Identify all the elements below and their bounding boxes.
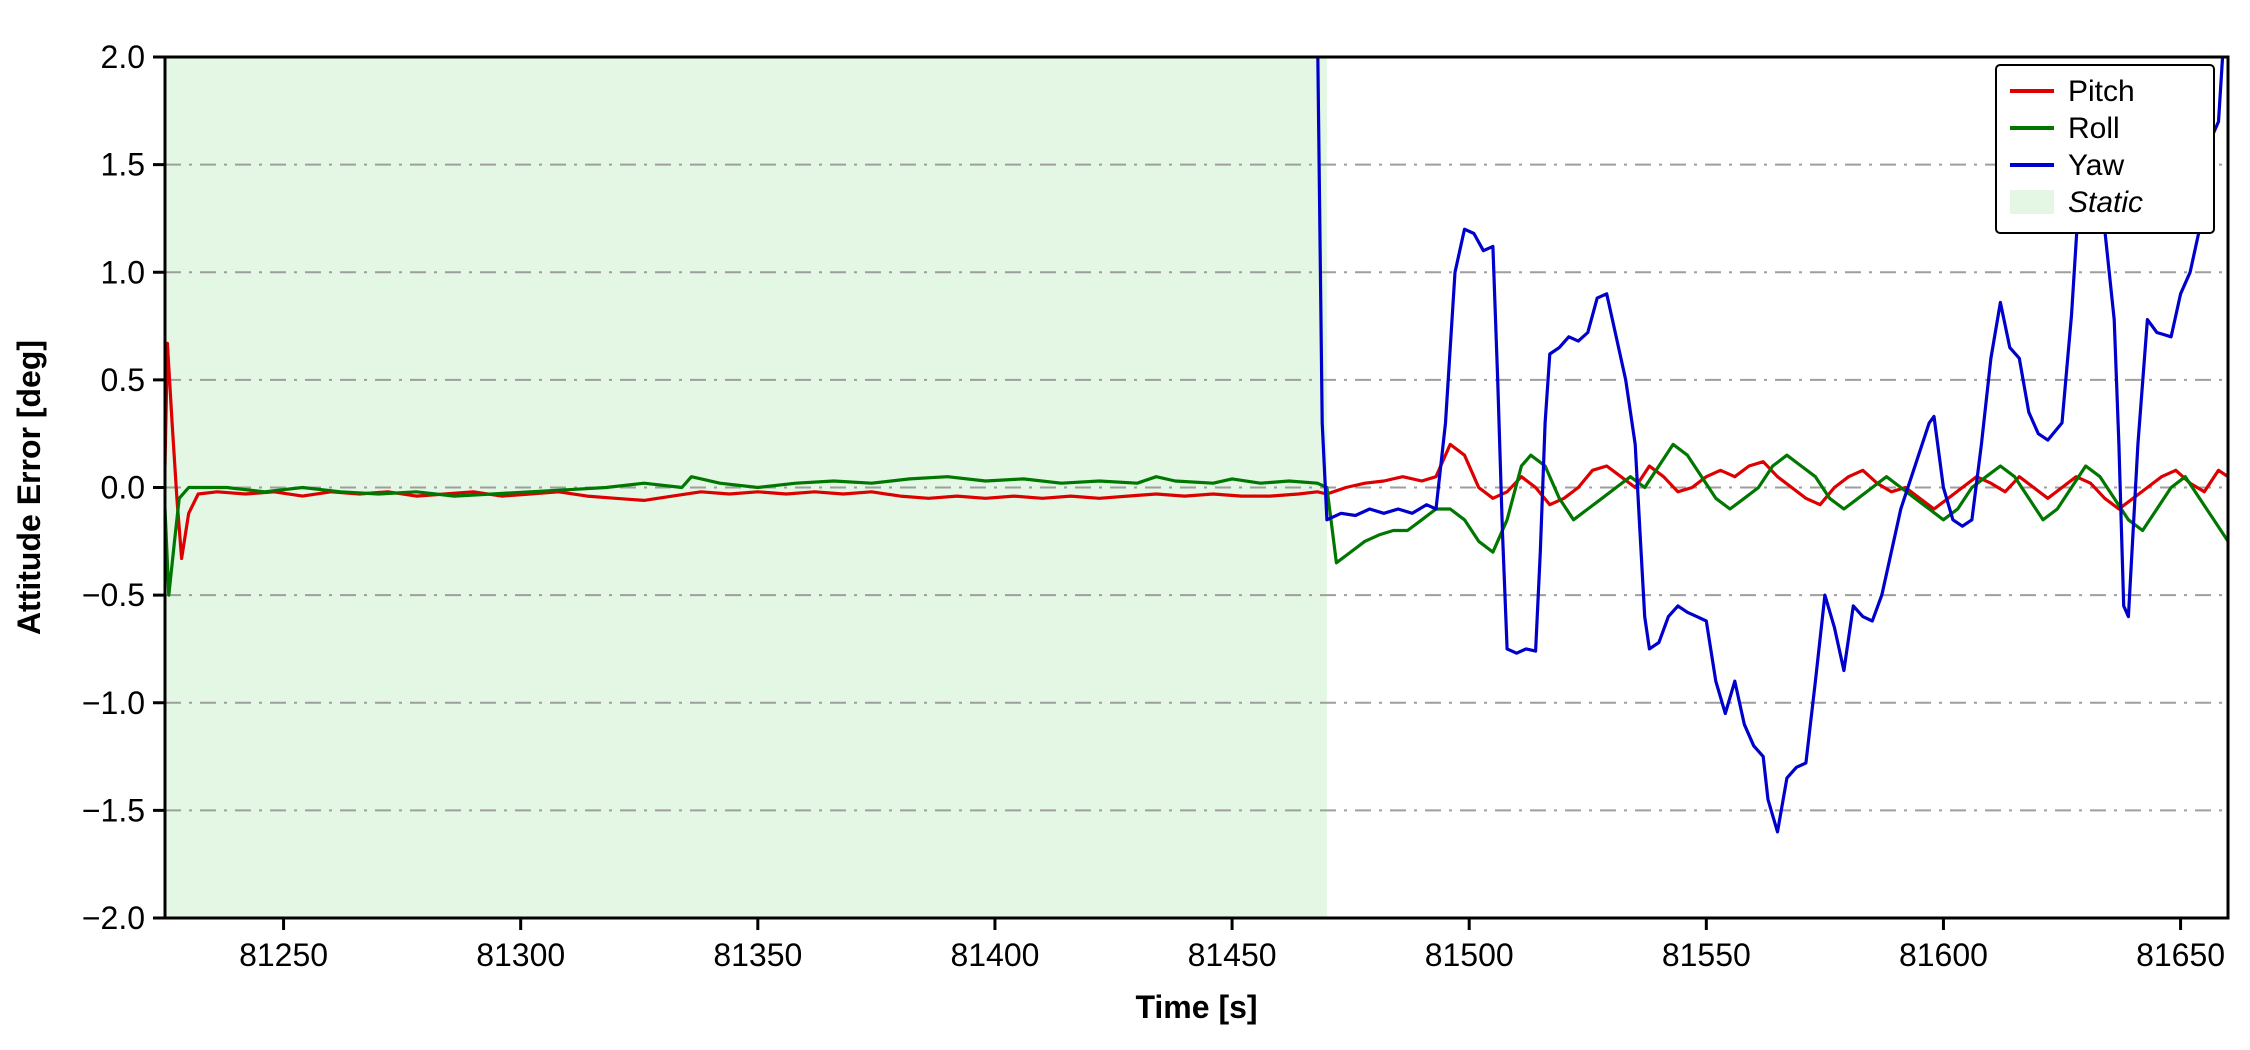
y-tick-label: 1.0 — [101, 254, 145, 290]
y-tick-label: 0.0 — [101, 470, 145, 506]
x-axis-label: Time [s] — [1135, 989, 1257, 1025]
y-tick-label: −2.0 — [82, 900, 145, 936]
legend-swatch-static — [2010, 190, 2054, 214]
x-tick-label: 81600 — [1899, 937, 1988, 973]
x-tick-label: 81500 — [1425, 937, 1514, 973]
legend-label-yaw: Yaw — [2068, 149, 2124, 182]
axis-ticks: 81250 81300 81350 81400 81450 81500 81550 81600… — [82, 39, 2225, 973]
x-tick-label: 81550 — [1662, 937, 1751, 973]
x-tick-label: 81250 — [239, 937, 328, 973]
x-tick-label: 81400 — [950, 937, 1039, 973]
y-axis-label: Attitude Error [deg] — [11, 340, 47, 635]
y-tick-label: 2.0 — [101, 39, 145, 75]
y-tick-label: −1.5 — [82, 792, 145, 828]
x-tick-label: 81300 — [476, 937, 565, 973]
y-tick-label: 0.5 — [101, 362, 145, 398]
legend-label-static: Static — [2068, 186, 2143, 219]
x-tick-label: 81450 — [1188, 937, 1277, 973]
x-tick-label: 81350 — [713, 937, 802, 973]
series-line-pitch — [165, 341, 2228, 561]
legend: Pitch Roll Yaw Static — [1995, 64, 2215, 234]
y-tick-label: 1.5 — [101, 147, 145, 183]
series-line-roll — [165, 442, 2228, 597]
x-tick-label: 81650 — [2136, 937, 2225, 973]
legend-label-pitch: Pitch — [2068, 75, 2135, 108]
y-tick-label: −0.5 — [82, 577, 145, 613]
y-tick-label: −1.0 — [82, 685, 145, 721]
legend-label-roll: Roll — [2068, 112, 2120, 145]
